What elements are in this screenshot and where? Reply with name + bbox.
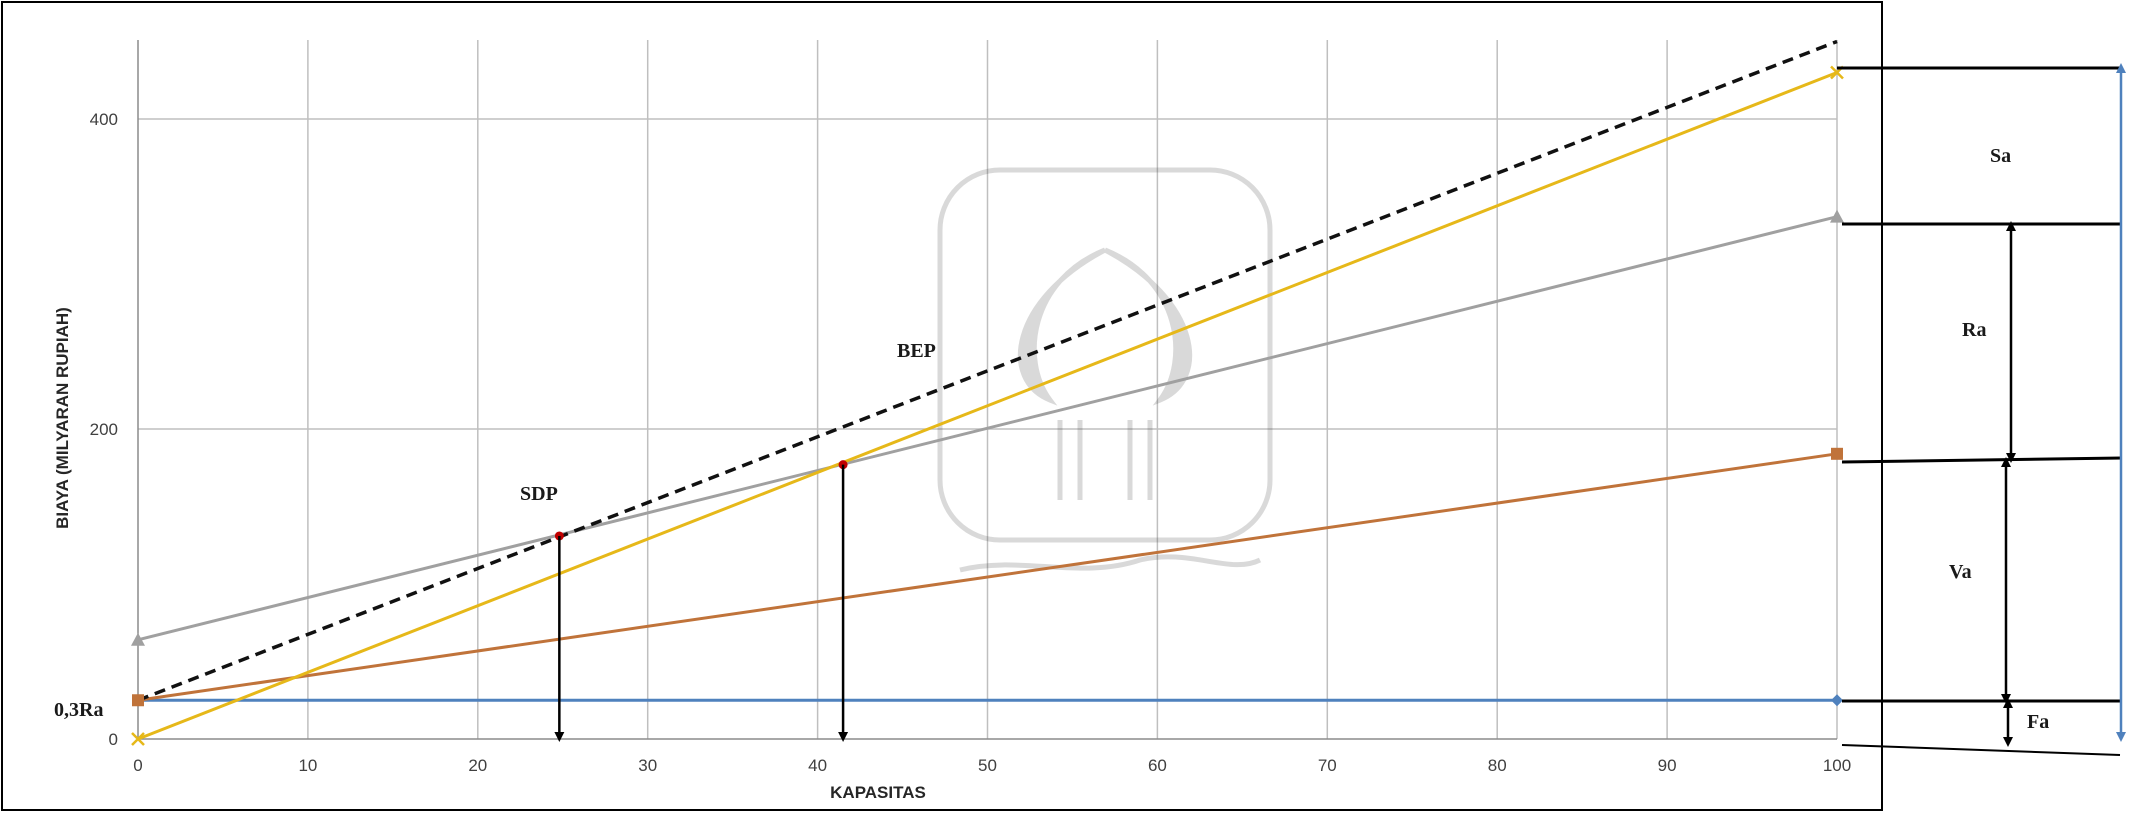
point-label-bep: BEP bbox=[897, 340, 936, 362]
series-line-2 bbox=[137, 215, 1838, 642]
y-tick-label: 0 bbox=[109, 730, 118, 749]
bracket-line-va bbox=[1841, 456, 2123, 464]
x-tick-label: 10 bbox=[298, 756, 317, 775]
data-point bbox=[131, 632, 145, 646]
left-label-03ra: 0,3Ra bbox=[54, 699, 103, 721]
data-point bbox=[1831, 694, 1843, 707]
x-tick-label: 50 bbox=[978, 756, 997, 775]
series-line-4 bbox=[137, 39, 1838, 702]
series-line-3 bbox=[137, 71, 1838, 741]
x-tick-label: 20 bbox=[468, 756, 487, 775]
axes: 0 10 20 30 40 50 60 70 80 90 100 0 200 400 bbox=[90, 40, 1851, 775]
data-point bbox=[132, 694, 144, 707]
x-tick-label: 100 bbox=[1823, 756, 1851, 775]
x-tick-label: 80 bbox=[1488, 756, 1507, 775]
data-point bbox=[1830, 209, 1844, 223]
bracket-label-va: Va bbox=[1949, 561, 1972, 583]
x-tick-label: 0 bbox=[133, 756, 142, 775]
bracket-label-ra: Ra bbox=[1962, 319, 1986, 341]
x-tick-label: 90 bbox=[1658, 756, 1677, 775]
series-line-1 bbox=[137, 452, 1838, 702]
annotation-layer bbox=[554, 63, 2126, 756]
bracket-line-zero bbox=[1841, 744, 2121, 756]
data-point bbox=[131, 732, 145, 746]
university-watermark-logo bbox=[937, 167, 1273, 573]
y-tick-label: 200 bbox=[90, 420, 118, 439]
x-tick-label: 30 bbox=[638, 756, 657, 775]
x-tick-label: 40 bbox=[808, 756, 827, 775]
x-axis-title: KAPASITAS bbox=[830, 783, 926, 802]
series-layer bbox=[137, 39, 1838, 741]
bracket-label-sa: Sa bbox=[1990, 145, 2011, 167]
x-tick-label: 60 bbox=[1148, 756, 1167, 775]
x-tick-label: 70 bbox=[1318, 756, 1337, 775]
y-axis-title: BIAYA (MILYARAN RUPIAH) bbox=[53, 307, 72, 529]
bracket-label-fa: Fa bbox=[2027, 711, 2049, 733]
marker-layer bbox=[131, 65, 1844, 746]
y-tick-label: 400 bbox=[90, 110, 118, 129]
data-point bbox=[1831, 447, 1843, 460]
point-label-sdp: SDP bbox=[520, 483, 558, 505]
